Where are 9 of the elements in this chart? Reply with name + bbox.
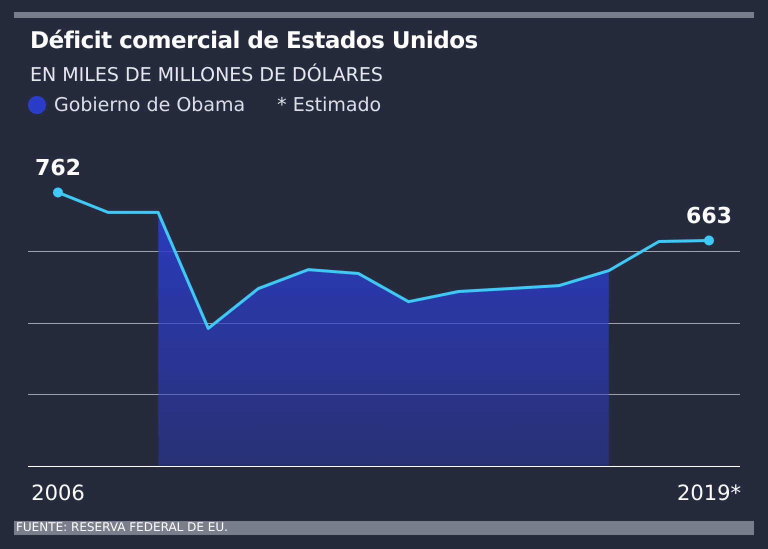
text: * Estimado xyxy=(277,94,382,116)
x-tick-label: 2019* xyxy=(677,480,741,505)
annotation: FUENTE: RESERVA FEDERAL DE EU. xyxy=(16,520,228,534)
data-label: 762 xyxy=(35,156,81,182)
data-label: 663 xyxy=(686,204,732,230)
chart-subtitle: EN MILES DE MILLONES DE DÓLARES xyxy=(30,64,383,86)
legend-label: Gobierno de Obama xyxy=(54,94,246,116)
chart-title: Déficit comercial de Estados Unidos xyxy=(30,28,478,54)
x-tick-label: 2006 xyxy=(31,480,85,505)
